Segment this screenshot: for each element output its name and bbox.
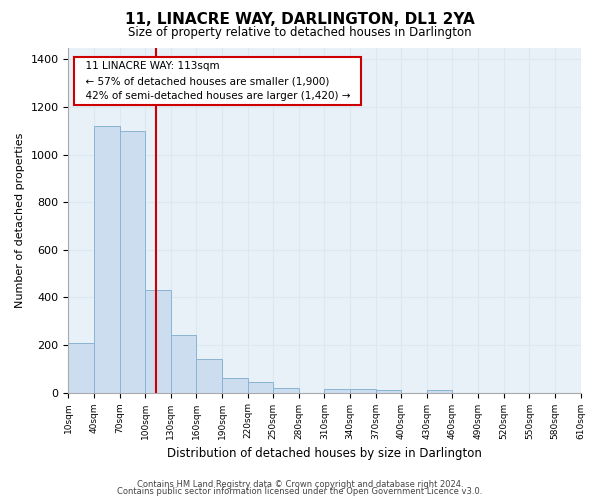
Bar <box>145 290 171 392</box>
Text: 11 LINACRE WAY: 113sqm  
  ← 57% of detached houses are smaller (1,900)  
  42% : 11 LINACRE WAY: 113sqm ← 57% of detached… <box>79 62 356 101</box>
Y-axis label: Number of detached properties: Number of detached properties <box>15 132 25 308</box>
Text: Contains public sector information licensed under the Open Government Licence v3: Contains public sector information licen… <box>118 487 482 496</box>
Bar <box>222 378 248 392</box>
Bar <box>68 342 94 392</box>
Bar <box>376 390 401 392</box>
X-axis label: Distribution of detached houses by size in Darlington: Distribution of detached houses by size … <box>167 447 482 460</box>
Bar <box>171 336 196 392</box>
Bar <box>325 389 350 392</box>
Bar <box>248 382 273 392</box>
Text: 11, LINACRE WAY, DARLINGTON, DL1 2YA: 11, LINACRE WAY, DARLINGTON, DL1 2YA <box>125 12 475 28</box>
Bar <box>94 126 119 392</box>
Bar <box>273 388 299 392</box>
Text: Size of property relative to detached houses in Darlington: Size of property relative to detached ho… <box>128 26 472 39</box>
Bar <box>350 389 376 392</box>
Bar <box>427 390 452 392</box>
Bar <box>119 131 145 392</box>
Text: Contains HM Land Registry data © Crown copyright and database right 2024.: Contains HM Land Registry data © Crown c… <box>137 480 463 489</box>
Bar <box>196 360 222 392</box>
